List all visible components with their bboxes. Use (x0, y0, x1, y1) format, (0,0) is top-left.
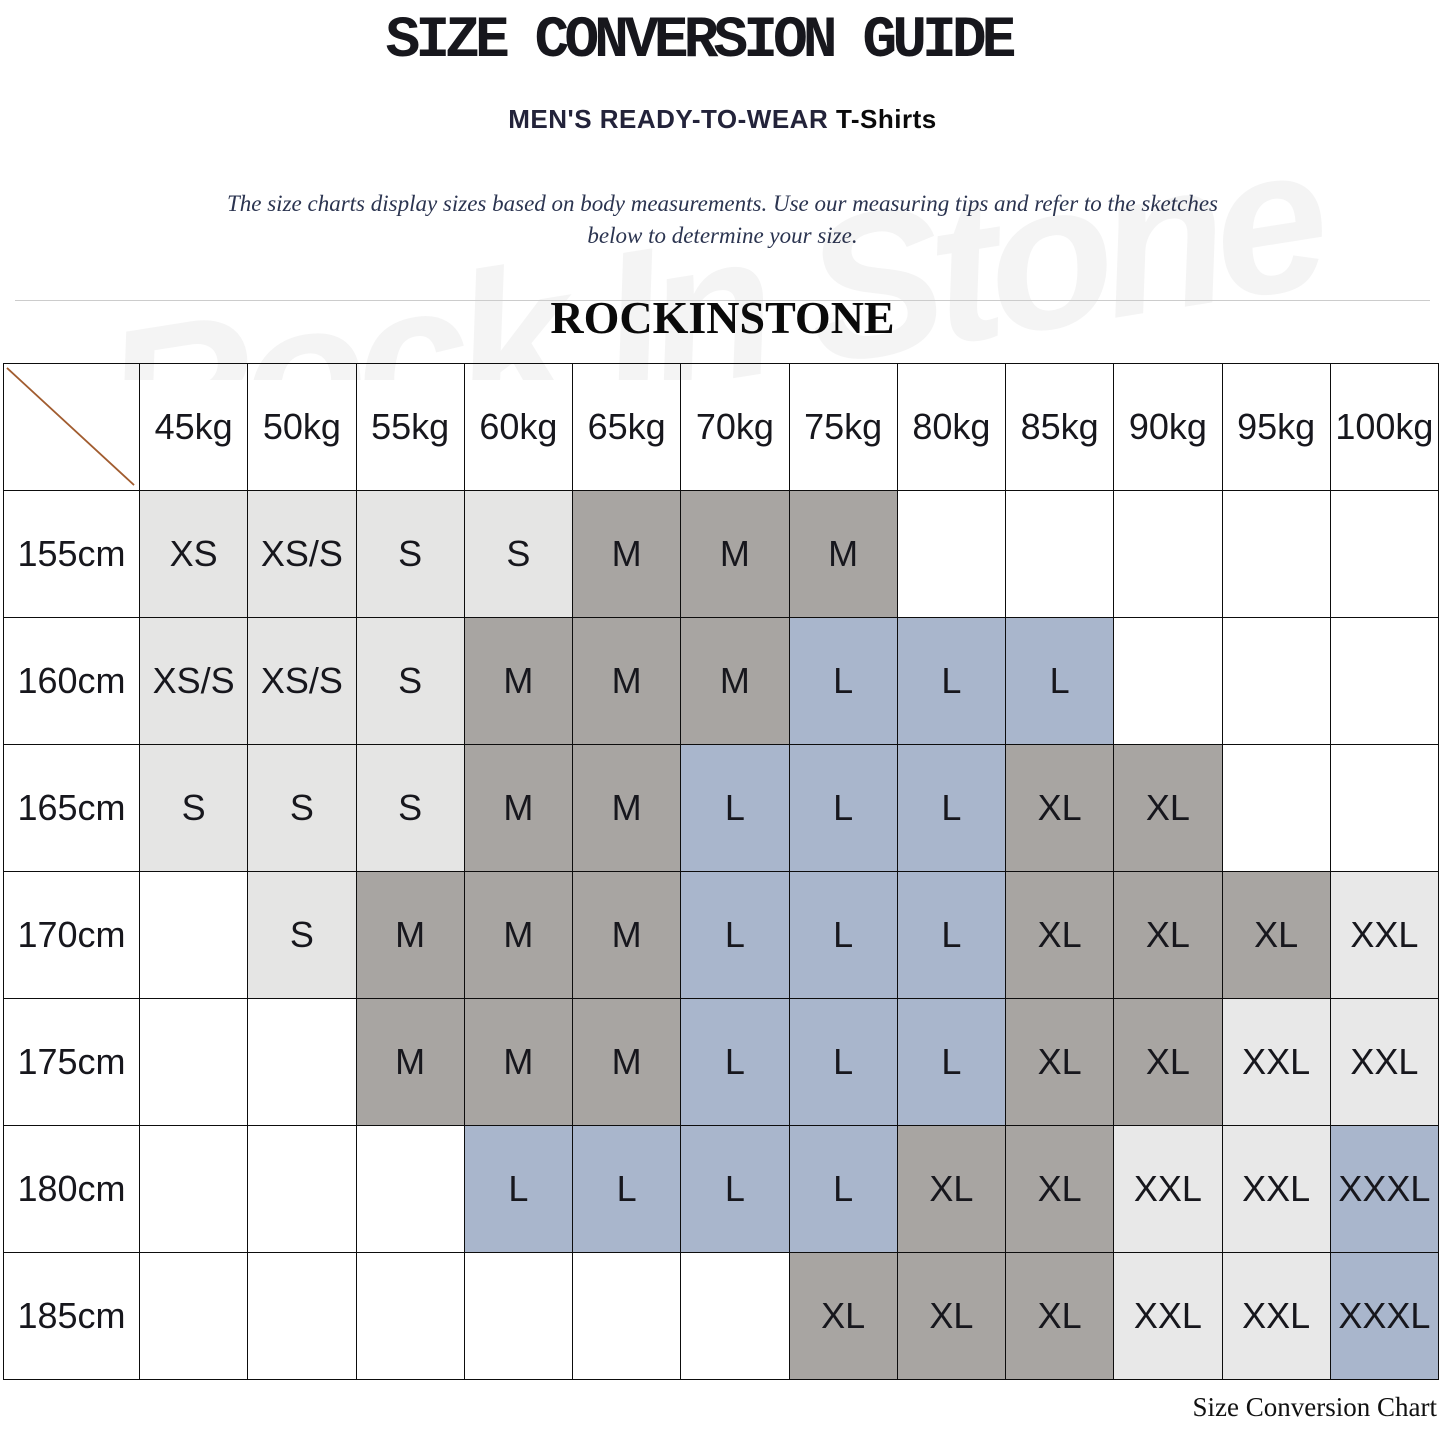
svg-text:Rock In Stone: Rock In Stone (89, 170, 1340, 380)
